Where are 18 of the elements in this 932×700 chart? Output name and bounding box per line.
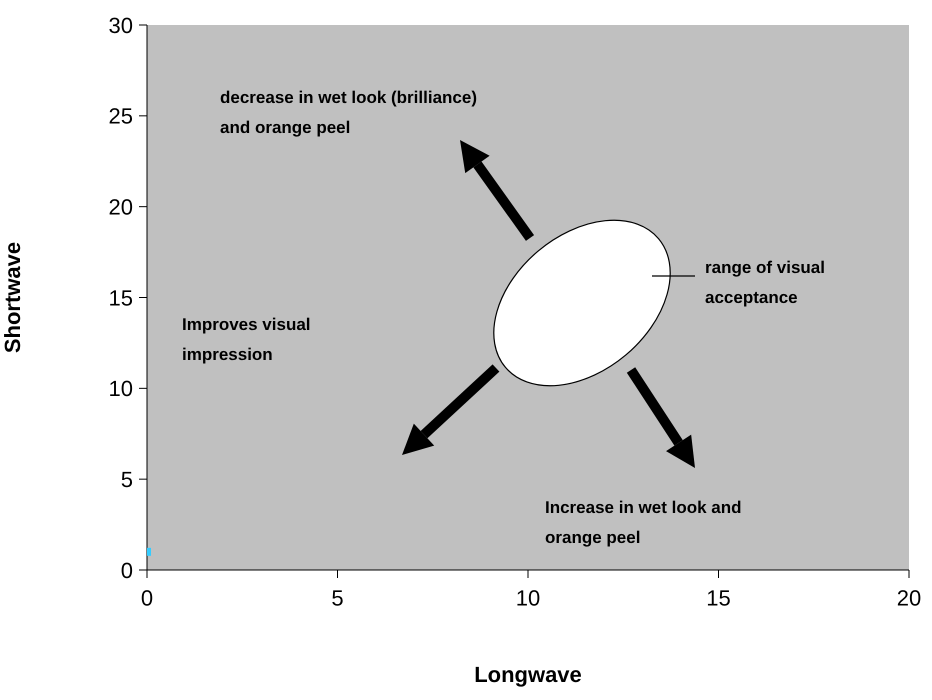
x-axis-title: Longwave [474, 662, 582, 687]
x-tick-label: 20 [896, 586, 922, 611]
annotation: Increase in wet look and orange peel [545, 497, 743, 549]
y-tick-label: 25 [108, 104, 133, 129]
y-tick-label: 30 [108, 12, 133, 38]
x-tick-label: 10 [516, 586, 540, 611]
annotation: Improves visual impression [182, 314, 312, 366]
y-tick-label: 15 [108, 285, 133, 310]
y-tick-label: 20 [108, 194, 133, 220]
y-tick-label: 5 [120, 466, 133, 492]
annotation: decrease in wet look (brilliance) and orange peel [220, 87, 478, 139]
x-tick-label: 15 [706, 586, 731, 611]
y-axis-title: Shortwave [0, 242, 25, 354]
annotation: range of visual acceptance [705, 257, 826, 309]
x-tick-label: 5 [331, 586, 344, 611]
y-tick-label: 10 [108, 376, 133, 402]
x-tick-label: 0 [140, 586, 154, 611]
y-tick-label: 0 [120, 558, 133, 583]
